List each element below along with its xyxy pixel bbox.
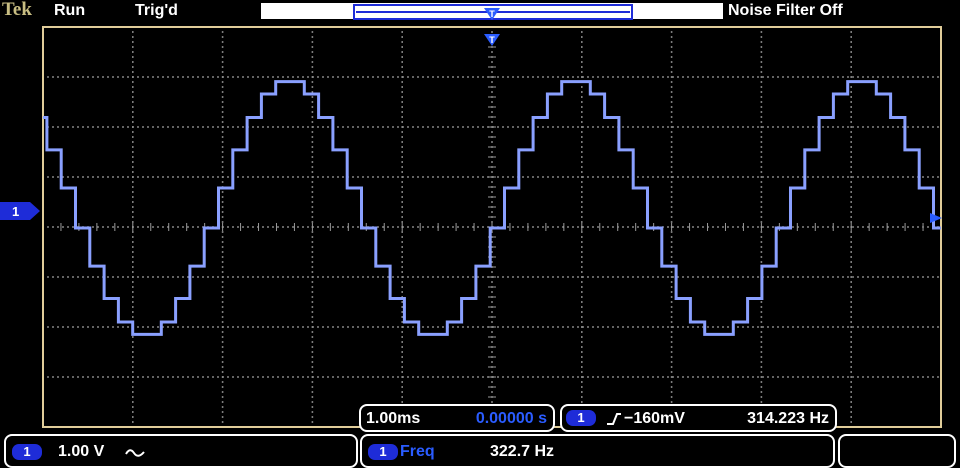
trigger-position-marker[interactable]: T (484, 34, 500, 46)
svg-text:T: T (489, 9, 495, 19)
trigger-position-marker-top[interactable]: T (484, 8, 500, 20)
ch1-vertical-scale: 1.00 V (58, 443, 105, 460)
trigger-readout[interactable]: 1 −160mV 314.223 Hz (560, 404, 837, 432)
ac-coupling-icon (125, 449, 145, 457)
horizontal-position: 0.00000 s (475, 410, 547, 427)
ch1-waveform (43, 80, 941, 336)
measurement-readout[interactable]: 1 Freq 322.7 Hz (360, 434, 835, 468)
timebase-readout[interactable]: 1.00ms 0.00000 s (359, 404, 555, 432)
measurement-name: Freq (400, 443, 435, 460)
ch1-chip: 1 (12, 444, 42, 460)
noise-filter-status: Noise Filter Off (728, 2, 843, 19)
svg-text:T: T (489, 35, 495, 45)
svg-text:1: 1 (12, 204, 19, 219)
brand-logo: Tek (2, 0, 32, 20)
run-state: Run (54, 2, 86, 19)
measurement-value: 322.7 Hz (490, 443, 555, 460)
graticule-grid (47, 31, 939, 423)
ch1-ground-marker[interactable]: 1 (0, 202, 40, 220)
rising-edge-icon (607, 413, 621, 425)
trigger-state: Trig'd (135, 2, 178, 19)
trigger-frequency: 314.223 Hz (747, 410, 829, 427)
trigger-level: −160mV (624, 410, 685, 427)
measurement-source-chip: 1 (368, 444, 398, 460)
empty-readout[interactable] (838, 434, 956, 468)
trigger-level-marker[interactable] (930, 213, 942, 223)
ch1-readout[interactable]: 1 1.00 V (4, 434, 358, 468)
horizontal-scale: 1.00ms (366, 410, 421, 427)
trigger-source-chip: 1 (566, 410, 596, 426)
